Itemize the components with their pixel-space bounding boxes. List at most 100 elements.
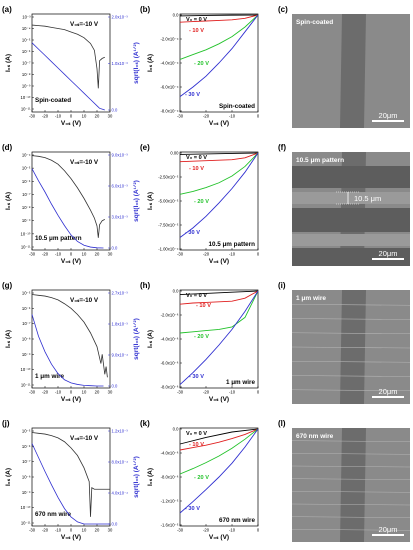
y-tick-label: 0.0 (173, 13, 179, 18)
x-tick-label: 20 (95, 114, 100, 119)
vds-label: V₀ₛ=-10 V (70, 21, 99, 28)
y-tick-label: -5.00x10⁻⁵ (158, 199, 179, 204)
channel-band (340, 428, 366, 542)
right-tick-label: 2.7x10⁻³ (112, 291, 129, 296)
y-tick-label: 10⁻⁷ (22, 459, 31, 464)
x-tick-label: -30 (29, 390, 36, 395)
wire-line (291, 465, 411, 468)
panel-label: (l) (278, 419, 286, 428)
right-tick-label: 0.0 (112, 522, 118, 527)
device-label: 1 μm wire (226, 379, 256, 386)
y-tick-label: 10⁻⁹ (22, 218, 31, 223)
x-axis-label: V₀ₛ (V) (61, 120, 81, 127)
output-curve-2 (179, 14, 259, 60)
curve-label: - 20 V (194, 334, 209, 340)
y-tick-label: -6.0x10⁻⁶ (161, 361, 179, 366)
output-curve-1 (179, 428, 259, 451)
output-curve-2 (179, 152, 259, 195)
x-tick-label: 0 (257, 390, 260, 395)
x-tick-label: 0 (257, 252, 260, 257)
output-curve-3 (179, 290, 259, 385)
right-tick-label: 4.0x10⁻⁴ (112, 491, 129, 496)
x-tick-label: 30 (108, 390, 113, 395)
panel-label: (c) (278, 5, 288, 14)
scale-bar-label: 20μm (379, 249, 398, 258)
y-tick-label: 10⁻⁶ (22, 306, 31, 311)
curve-label: - 30 V (185, 506, 200, 512)
panel-label: (d) (2, 143, 13, 152)
wire-line (291, 332, 411, 335)
device-label: Spin-coated (35, 97, 71, 104)
wire-line (291, 360, 411, 363)
micrograph-label: 670 nm wire (296, 433, 334, 440)
ylabel-text: I₀ₛ (A) (147, 330, 154, 348)
right-tick-label: 8.0x10⁻⁴ (112, 460, 129, 465)
x-tick-label: -10 (55, 390, 62, 395)
y-tick-label: -6.0x10⁻⁴ (161, 85, 179, 90)
x-tick-label: 10 (82, 114, 87, 119)
panel-label: (i) (278, 281, 286, 290)
ylabel-text: I₀ₛ (A) (5, 330, 12, 348)
output-curve-3 (179, 428, 259, 514)
x-axis-label: V₀ₛ (V) (209, 396, 229, 403)
y-axis-label: I₀ₛ (A) (147, 468, 154, 486)
channel-band (340, 14, 366, 128)
right-tick-label: 6.0x10⁻³ (112, 184, 129, 189)
ylabel-right-text: sqrt(I₀ₛ) (A¹ᐟ²) (132, 180, 140, 222)
wire-line (291, 503, 411, 506)
xlabel-text: V₀ₛ (V) (209, 258, 229, 265)
y-tick-label: 0.0 (173, 289, 179, 294)
x-tick-label: 0 (257, 114, 260, 119)
curve-label: V₀ = 0 V (186, 431, 207, 437)
wire-line (291, 440, 411, 442)
x-tick-label: 30 (108, 528, 113, 533)
y-tick-label: 10⁻⁹ (22, 490, 31, 495)
transfer-panel: (g) 10⁻⁵ 10⁻⁶ 10⁻⁷ 10⁻⁸ 10⁻⁹ 10⁻¹⁰ 10⁻¹¹ 2.7x10⁻… (2, 281, 140, 403)
y-tick-label: 10⁻¹⁰ (21, 95, 31, 100)
y-tick-label: 10⁻⁶ (22, 49, 31, 54)
micrograph-label: 1 μm wire (296, 295, 326, 302)
right-tick-label: 0.0 (112, 108, 118, 113)
y-axis-label: I₀ₛ (A) (5, 54, 12, 72)
ids-curve (31, 432, 110, 517)
y-tick-label: 10⁻⁴ (22, 153, 31, 158)
ylabel-text: I₀ₛ (A) (5, 468, 12, 486)
x-tick-label: -20 (203, 252, 210, 257)
output-curve-0 (179, 428, 259, 445)
wire-line (291, 375, 411, 377)
x-tick-label: -10 (229, 390, 236, 395)
y-tick-label: 10⁻¹⁰ (21, 231, 31, 236)
y-tick-label: 10⁻⁴ (22, 26, 31, 31)
scale-bar (372, 120, 404, 122)
channel-band (340, 290, 366, 404)
wire-line (291, 453, 411, 455)
wire-line (291, 318, 411, 320)
y-tick-label: -1.00x10⁻⁴ (158, 247, 179, 252)
transfer-panel: (j) 10⁻⁵ 10⁻⁶ 10⁻⁷ 10⁻⁸ 10⁻⁹ 10⁻¹⁰ 10⁻¹¹ 1.2x10⁻… (2, 419, 140, 541)
ids-curve (31, 24, 105, 89)
vds-label: V₀ₛ=-10 V (70, 159, 99, 166)
curve-label: - 10 V (189, 28, 204, 34)
y-tick-label: 10⁻⁹ (22, 352, 31, 357)
y-axis-label: I₀ₛ (A) (5, 468, 12, 486)
x-tick-label: 0 (257, 528, 260, 533)
x-axis-label: V₀ₛ (V) (61, 258, 81, 265)
xlabel-text: V₀ₛ (V) (209, 396, 229, 403)
y-axis-label: I₀ₛ (A) (5, 192, 12, 210)
y-tick-label: -2.0x10⁻⁶ (161, 313, 179, 318)
xlabel-text: V₀ₛ (V) (61, 258, 81, 265)
transfer-panel: (d) 10⁻⁴ 10⁻⁵ 10⁻⁶ 10⁻⁷ 10⁻⁸ 10⁻⁹ 10⁻¹⁰ 10⁻¹¹ 9.0… (2, 143, 140, 265)
micrograph-label: Spin-coated (296, 19, 333, 26)
y-tick-label: 10⁻⁷ (22, 192, 31, 197)
curve-label: - 10 V (196, 303, 211, 309)
y-tick-label: 10⁻⁸ (22, 72, 31, 77)
micrograph-panel: (f) 10.5 μm 10.5 μm pattern 20μm (278, 143, 410, 266)
device-label: 670 nm wire (35, 511, 72, 518)
y-tick-label: 10⁻⁶ (22, 179, 31, 184)
output-curve-3 (179, 152, 259, 238)
scale-bar-label: 20μm (379, 387, 398, 396)
y-tick-label: 10⁻⁵ (22, 38, 31, 43)
device-label: 10.5 μm pattern (35, 235, 82, 242)
panel-label: (f) (278, 143, 286, 152)
panel-label: (b) (140, 5, 151, 14)
